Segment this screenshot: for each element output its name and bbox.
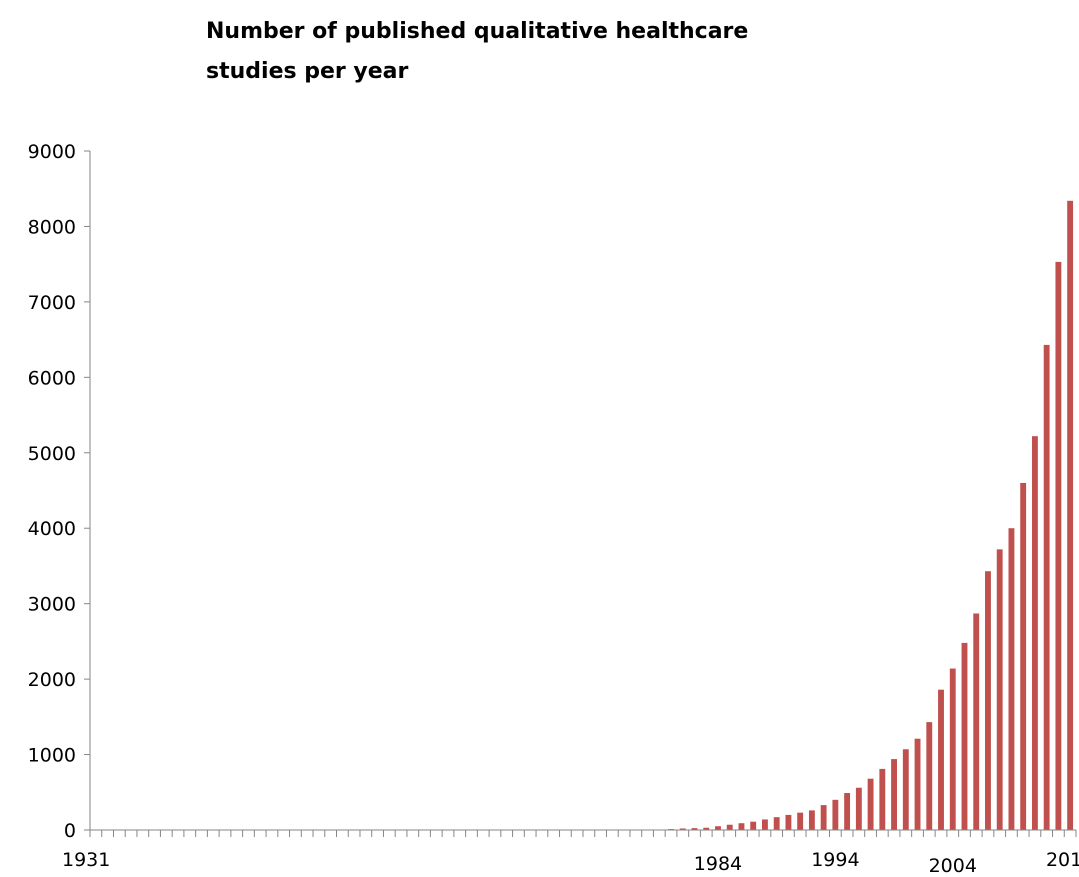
y-tick-label: 3000 xyxy=(28,594,76,616)
bar-2001 xyxy=(914,738,921,830)
bar-2009 xyxy=(1008,528,1015,830)
bar-1983 xyxy=(703,827,710,830)
bar-1982 xyxy=(691,828,698,830)
bar-1987 xyxy=(750,821,757,830)
bar-1993 xyxy=(820,805,827,830)
bar-series xyxy=(562,200,1074,830)
bar-1986 xyxy=(738,823,745,830)
y-tick-label: 1000 xyxy=(28,745,76,767)
bar-1998 xyxy=(879,768,886,830)
bar-1988 xyxy=(762,819,768,830)
bar-2010 xyxy=(1020,482,1027,830)
bar-1995 xyxy=(844,793,851,830)
bar-2012 xyxy=(1043,344,1050,830)
bar-1992 xyxy=(808,810,815,830)
bar-1991 xyxy=(797,812,804,830)
x-axis: 1931 1984 1994 2004 2014 xyxy=(62,829,1079,877)
y-tick-label: 2000 xyxy=(28,669,76,691)
bar-2000 xyxy=(902,749,909,830)
bar-2003 xyxy=(938,689,944,830)
bar-1997 xyxy=(867,778,874,830)
bar-2005 xyxy=(961,642,968,830)
bar-1999 xyxy=(891,759,897,830)
y-tick-label: 0 xyxy=(64,820,76,842)
chart-title: Number of published qualitative healthca… xyxy=(206,19,749,84)
bar-1984 xyxy=(715,826,721,830)
bar-1996 xyxy=(855,787,862,830)
bar-1994 xyxy=(832,799,839,830)
bar-1989 xyxy=(773,817,780,830)
x-tick-label: 2014 xyxy=(1046,849,1079,871)
x-tick-label: 2004 xyxy=(929,855,977,877)
bar-1981 xyxy=(679,828,686,830)
y-tick-label: 5000 xyxy=(28,443,76,465)
y-tick-label: 4000 xyxy=(28,518,76,540)
bar-1985 xyxy=(726,824,733,830)
bar-2008 xyxy=(996,549,1003,830)
bar-2006 xyxy=(973,613,980,830)
x-tick-label: 1984 xyxy=(694,853,742,875)
bar-2007 xyxy=(985,571,991,830)
x-tick-label: 1994 xyxy=(811,849,859,871)
y-tick-label: 9000 xyxy=(28,141,76,163)
y-tick-label: 7000 xyxy=(28,292,76,314)
bar-2004 xyxy=(949,668,956,830)
y-axis: 0 1000 2000 3000 4000 5000 6000 7000 8000 9000 xyxy=(28,141,91,842)
y-tick-label: 8000 xyxy=(28,216,76,238)
y-tick-label: 6000 xyxy=(28,367,76,389)
x-tick-label: 1931 xyxy=(62,849,110,871)
bar-2002 xyxy=(926,722,933,830)
bar-2014 xyxy=(1067,200,1074,830)
bar-2013 xyxy=(1055,261,1062,830)
bar-2011 xyxy=(1031,436,1038,830)
bar-1990 xyxy=(785,814,792,830)
